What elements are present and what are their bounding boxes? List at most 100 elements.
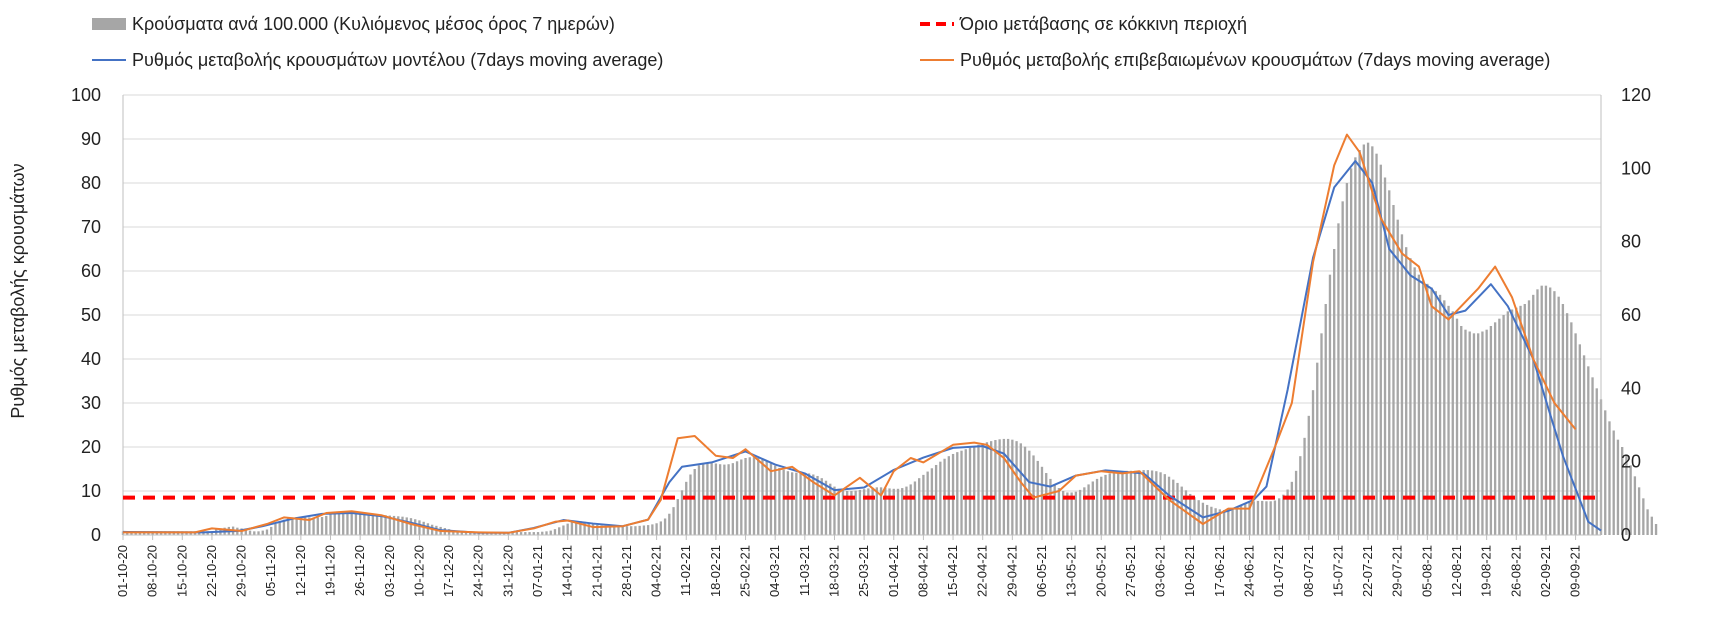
bar [829, 483, 832, 535]
bar [1498, 318, 1501, 535]
bar [1654, 524, 1658, 535]
bar [1091, 481, 1094, 535]
bar [951, 453, 955, 535]
bar [1117, 471, 1120, 535]
bar [1320, 333, 1323, 535]
bar [1235, 507, 1238, 535]
bar [1341, 201, 1344, 535]
bar [473, 532, 476, 535]
bar [1371, 146, 1374, 535]
bar [1557, 296, 1560, 535]
bar [761, 459, 764, 535]
bar [1625, 454, 1628, 535]
bar [325, 515, 328, 535]
bar [1591, 377, 1594, 535]
bar [270, 526, 273, 535]
bar [244, 529, 247, 535]
bar [604, 525, 607, 535]
bar [1417, 274, 1421, 535]
bar [807, 473, 811, 535]
bar [833, 486, 836, 535]
bar [1227, 510, 1230, 535]
bar [1311, 390, 1315, 535]
bar [1536, 289, 1539, 535]
bar [562, 525, 565, 535]
x-tick-label: 08-04-21 [915, 545, 930, 597]
bar [1553, 291, 1556, 535]
bar [718, 464, 722, 535]
bar [939, 461, 942, 535]
bar [1015, 441, 1018, 535]
bar [469, 532, 472, 535]
bar [981, 443, 984, 535]
bar [1218, 509, 1222, 535]
x-tick-label: 14-01-21 [560, 545, 575, 597]
x-tick-label: 04-03-21 [767, 545, 782, 597]
x-tick-label: 03-12-20 [382, 545, 397, 597]
bar [354, 512, 358, 535]
bar [680, 490, 684, 535]
bar [985, 442, 989, 535]
x-tick-label: 17-12-20 [441, 545, 456, 597]
bar [384, 515, 387, 535]
bar [1176, 482, 1179, 535]
bar [346, 512, 349, 535]
bar [659, 521, 662, 535]
x-tick-label: 17-06-21 [1212, 545, 1227, 597]
axes [122, 95, 1602, 536]
y2-tick-label: 40 [1621, 378, 1641, 398]
bar [1510, 309, 1514, 535]
x-tick-label: 05-08-21 [1419, 545, 1434, 597]
bar [625, 526, 629, 535]
bar [990, 441, 993, 535]
bar [1205, 504, 1209, 535]
bar [1197, 500, 1200, 535]
x-tick-label: 20-05-21 [1093, 545, 1108, 597]
bar [697, 465, 701, 535]
bar [837, 488, 840, 535]
bar [1405, 247, 1408, 536]
bar [303, 517, 307, 535]
bar [1299, 456, 1302, 535]
bar [291, 517, 294, 535]
y-tick-label: 100 [71, 85, 101, 105]
bar [350, 512, 353, 535]
x-tick-label: 08-07-21 [1301, 545, 1316, 597]
bar [1133, 470, 1137, 535]
bar [1112, 472, 1116, 535]
x-tick-label: 25-02-21 [738, 545, 753, 597]
x-tick-label: 29-10-20 [234, 545, 249, 597]
bar [651, 524, 654, 535]
bar [892, 488, 895, 535]
x-tick-label: 19-11-20 [323, 545, 338, 596]
bar [740, 459, 743, 535]
bar [1328, 274, 1332, 535]
bar [1409, 258, 1412, 535]
y-tick-label: 80 [81, 173, 101, 193]
y2-tick-label: 80 [1621, 232, 1641, 252]
bar [998, 439, 1001, 535]
bar [1477, 333, 1480, 535]
bar [1265, 501, 1268, 535]
bar [287, 518, 290, 535]
bar [1333, 249, 1336, 535]
bar [1523, 304, 1526, 535]
bar [329, 514, 332, 535]
bar [1303, 437, 1306, 535]
bar [545, 531, 548, 535]
x-tick-label: 12-08-21 [1449, 545, 1464, 597]
x-tick-label: 18-03-21 [826, 545, 841, 597]
bar [867, 488, 870, 535]
bar [333, 513, 336, 535]
bar [1574, 333, 1577, 535]
bar [846, 491, 849, 535]
x-tick-label: 15-04-21 [945, 545, 960, 597]
bar [1451, 311, 1454, 535]
bar [1125, 470, 1128, 535]
bar [884, 487, 887, 535]
x-tick-label: 22-10-20 [204, 545, 219, 597]
bar [464, 531, 468, 535]
left-y-ticks: 0 10 20 30 40 50 60 70 80 90 100 [71, 85, 101, 545]
bar [1561, 304, 1565, 535]
bar [1138, 470, 1141, 535]
